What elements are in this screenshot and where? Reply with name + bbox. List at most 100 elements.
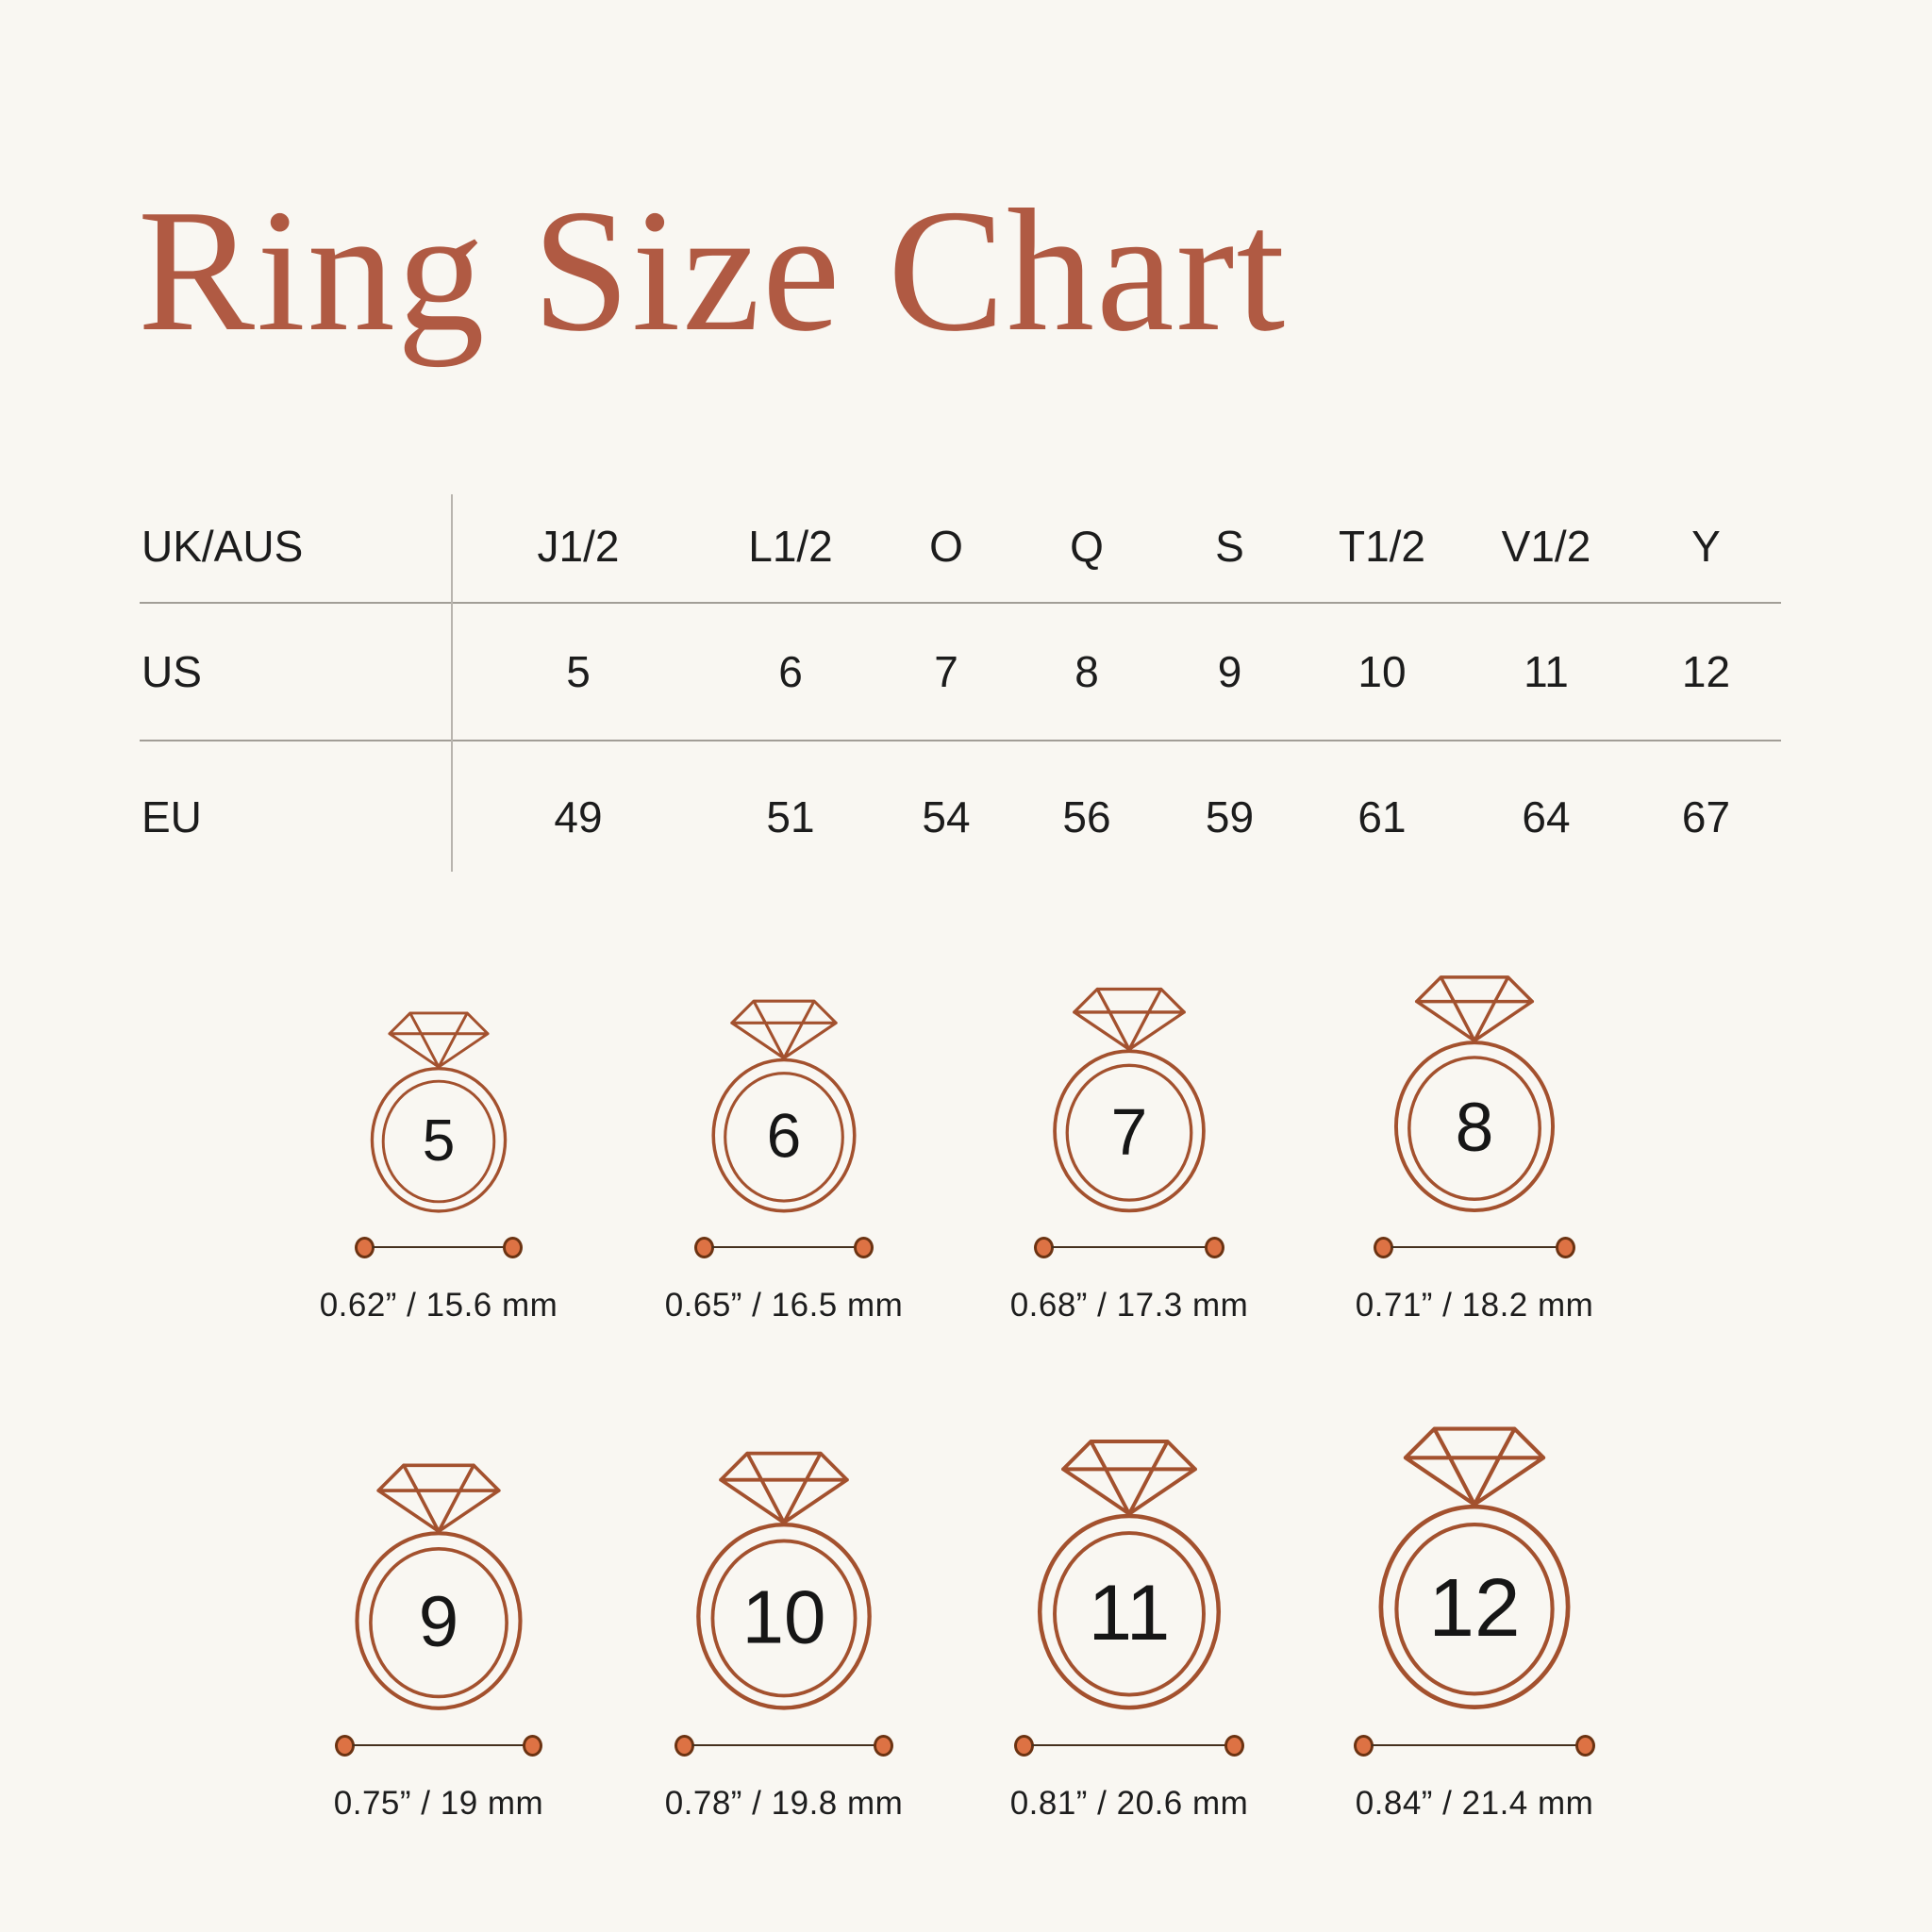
diameter-dot-left [1354,1734,1374,1757]
diamond-icon [730,999,838,1060]
ring-icon: 7 [1053,987,1206,1213]
size-table: UK/AUS J1/2 L1/2 O Q S T1/2 V1/2 Y US 5 … [140,491,1781,892]
ring-band-inner [1053,1531,1206,1697]
ring-size-number: 11 [1089,1568,1171,1657]
ring-size-number: 7 [1111,1094,1148,1168]
size-cell: L1/2 [748,522,833,571]
rings-row-2: 9 0.75” / 19 mm 10 0.78” / 19.8 mm [266,1420,1647,1823]
size-cell: 5 [566,647,591,696]
size-cell: 11 [1524,647,1569,696]
ring-band-inner [1065,1063,1193,1202]
diameter-dot-right [874,1734,893,1757]
ring-icon: 8 [1393,975,1556,1213]
diameter-line [1034,1236,1224,1258]
ring-band-inner [369,1547,508,1699]
size-cell: 7 [934,647,958,696]
diameter-label: 0.71” / 18.2 mm [1355,1287,1594,1324]
page-title: Ring Size Chart [138,174,1288,368]
diamond-icon [1414,975,1535,1042]
ring-band-inner [1407,1056,1541,1201]
diameter-bar [1372,1744,1577,1746]
diameter-dot-right [1556,1236,1575,1258]
diameter-dot-right [1224,1734,1244,1757]
diamond-icon [719,1451,849,1524]
ring-band-inner [710,1539,858,1698]
size-cell: T1/2 [1338,522,1426,571]
size-cell: 8 [1074,647,1099,696]
ring-card: 11 0.81” / 20.6 mm [957,1433,1302,1823]
diameter-line [355,1236,523,1258]
diameter-bar [692,1744,875,1746]
ring-band-outer [355,1531,523,1710]
size-cell: 12 [1681,647,1731,696]
size-cell: 64 [1522,792,1571,841]
diamond-icon [376,1463,501,1534]
diameter-label: 0.68” / 17.3 mm [1009,1287,1249,1324]
diameter-dot-right [1575,1734,1595,1757]
size-cell: Q [1070,522,1104,571]
diameter-dot-left [675,1734,694,1757]
ring-band-inner [381,1079,496,1204]
diameter-line [1014,1734,1244,1757]
ring-band-outer [1053,1049,1206,1213]
diameter-bar [1052,1246,1207,1248]
diameter-label: 0.78” / 19.8 mm [664,1785,904,1822]
size-cell: 6 [778,647,803,696]
diameter-label: 0.75” / 19 mm [333,1785,544,1822]
diameter-dot-left [355,1236,375,1258]
size-cell: V1/2 [1501,522,1591,571]
diamond-icon [1061,1440,1197,1516]
ring-icon: 12 [1378,1426,1571,1709]
diameter-dot-right [523,1734,542,1757]
table-row-eu: EU 49 51 54 56 59 61 64 67 [140,741,1781,892]
diameter-label: 0.81” / 20.6 mm [1009,1785,1249,1822]
diameter-label: 0.62” / 15.6 mm [319,1287,558,1324]
diameter-dot-right [1205,1236,1224,1258]
diameter-dot-left [1014,1734,1034,1757]
ring-card: 8 0.71” / 18.2 mm [1302,970,1647,1324]
diameter-bar [1032,1744,1226,1746]
row-label: UK/AUS [142,522,304,571]
ring-size-number: 6 [767,1101,802,1171]
size-cell: 59 [1205,792,1255,841]
ring-card: 5 0.62” / 15.6 mm [266,1007,611,1324]
diameter-label: 0.65” / 16.5 mm [664,1287,904,1324]
diameter-dot-left [335,1734,355,1757]
diameter-bar [712,1246,856,1248]
ring-band-outer [1393,1041,1556,1213]
diameter-bar [1391,1246,1557,1248]
ring-band-outer [711,1058,857,1213]
ring-icon: 9 [355,1463,523,1710]
diamond-icon [1403,1426,1546,1507]
ring-band-outer [370,1067,508,1213]
diamond-icon [1073,987,1186,1052]
ring-card: 9 0.75” / 19 mm [266,1457,611,1823]
size-cell: 9 [1217,647,1242,696]
ring-card: 6 0.65” / 16.5 mm [611,994,957,1324]
size-cell: 54 [922,792,971,841]
diameter-dot-left [694,1236,714,1258]
ring-size-number: 9 [419,1582,458,1662]
row-label: EU [142,792,202,841]
size-cell: 10 [1357,647,1407,696]
ring-size-number: 10 [742,1574,826,1658]
size-cell: 49 [554,792,603,841]
diameter-dot-right [854,1236,874,1258]
ring-card: 12 0.84” / 21.4 mm [1302,1420,1647,1823]
size-cell: S [1215,522,1244,571]
ring-icon: 11 [1037,1440,1222,1710]
size-cell: 51 [766,792,815,841]
ring-band-outer [696,1523,872,1710]
row-label: US [142,647,202,696]
size-cell: 56 [1062,792,1111,841]
diameter-dot-left [1374,1236,1393,1258]
diameter-dot-left [1034,1236,1054,1258]
size-cell: O [929,522,963,571]
table-divider [451,494,453,872]
ring-card: 7 0.68” / 17.3 mm [957,982,1302,1324]
diameter-line [1374,1236,1575,1258]
size-cell: J1/2 [537,522,620,571]
ring-size-number: 8 [1456,1089,1494,1166]
diameter-line [335,1734,542,1757]
